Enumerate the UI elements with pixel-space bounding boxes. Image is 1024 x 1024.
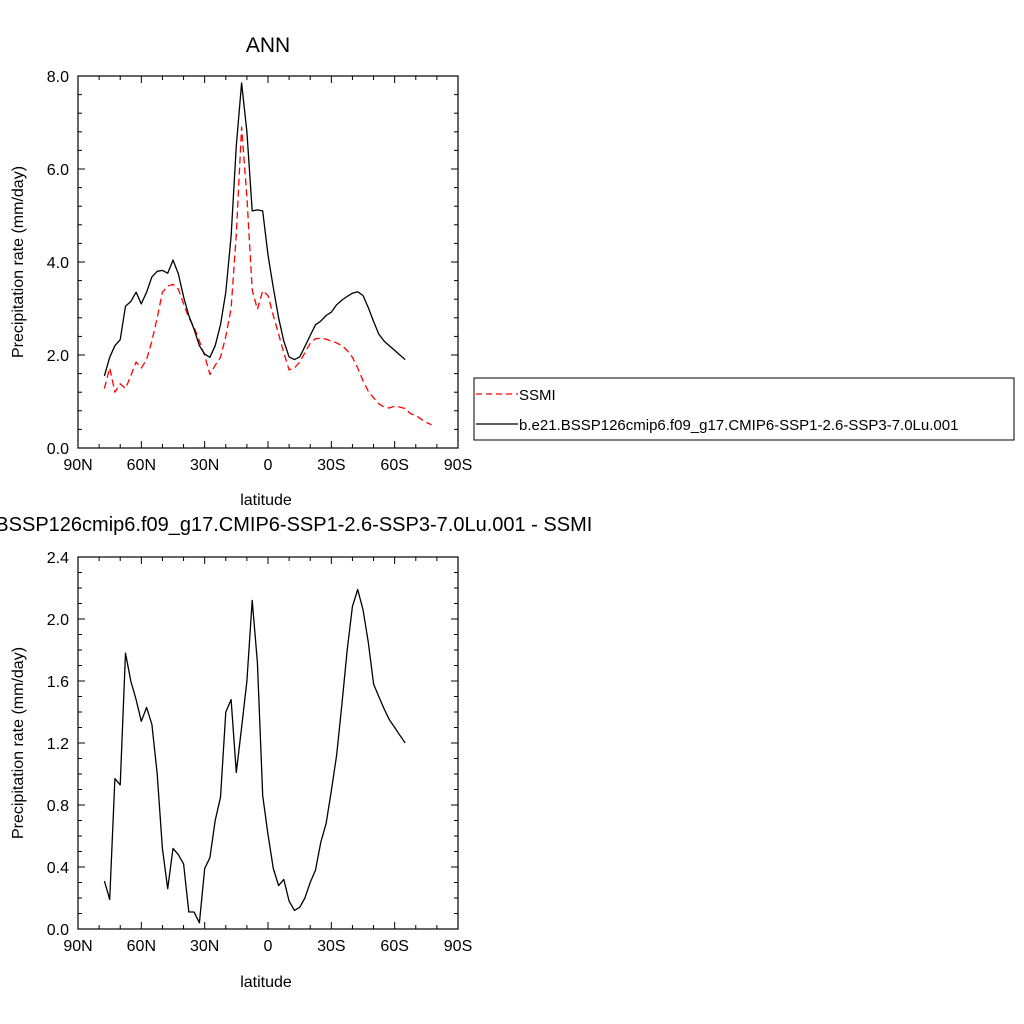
legend: SSMI b.e21.BSSP126cmip6.f09_g17.CMIP6-SS… [473, 377, 1015, 441]
top-ytick-label: 6.0 [47, 162, 69, 179]
top-plot-area: 90N 60N 30N 0 30S 60S 90S 0.0 2.0 4.0 6.0 8.0 [47, 69, 472, 474]
bottom-series-line-0 [103, 588, 406, 924]
bottom-xtick-label: 60N [127, 938, 156, 955]
top-ytick-label: 0.0 [47, 441, 69, 458]
top-ytick-label: 2.0 [47, 348, 69, 365]
bottom-ytick-label: 0.8 [47, 798, 69, 815]
top-xtick-label: 60N [127, 457, 156, 474]
bottom-xtick-label: 90S [444, 938, 472, 955]
top-xtick-label: 30N [190, 457, 219, 474]
top-xtick-label: 0 [264, 457, 273, 474]
top-xtick-label: 90N [63, 457, 92, 474]
top-ytick-label: 8.0 [47, 69, 69, 86]
bottom-ylabel: Precipitation rate (mm/day) [10, 647, 27, 839]
bottom-xtick-label: 30N [190, 938, 219, 955]
bottom-frame [77, 556, 459, 930]
bottom-ytick-label: 1.6 [47, 674, 69, 691]
bottom-xtick-label: 90N [63, 938, 92, 955]
top-series-line-1 [103, 82, 406, 377]
bottom-xlabel: latitude [240, 974, 292, 991]
bottom-ytick-label: 0.0 [47, 922, 69, 939]
legend-box [473, 377, 1015, 441]
bottom-title: b.e21.BSSP126cmip6.f09_g17.CMIP6-SSP1-2.… [0, 514, 592, 536]
top-xtick-label: 90S [444, 457, 472, 474]
bottom-ytick-label: 2.0 [47, 612, 69, 629]
bottom-ytick-label: 2.4 [47, 550, 69, 567]
bottom-xtick-label: 60S [380, 938, 408, 955]
bottom-plot-area: 90N 60N 30N 0 30S 60S 90S 0.0 0.4 0.8 1.2 1.6 2.0 2.4 [47, 550, 472, 955]
bottom-ytick-label: 1.2 [47, 736, 69, 753]
top-ytick-label: 4.0 [47, 255, 69, 272]
legend-label-model: b.e21.BSSP126cmip6.f09_g17.CMIP6-SSP1-2.… [519, 417, 958, 434]
bottom-xtick-label: 0 [264, 938, 273, 955]
top-title: ANN [246, 34, 290, 57]
panel-top: ANN 90N 60N 30N 0 30S 60S 90S 0.0 2.0 4.0 6.0 8.0 l… [10, 34, 472, 509]
top-frame [77, 75, 459, 449]
top-xtick-label: 30S [317, 457, 345, 474]
top-series-line-0 [103, 126, 432, 426]
legend-label-ssmi: SSMI [519, 387, 556, 404]
panel-bottom: b.e21.BSSP126cmip6.f09_g17.CMIP6-SSP1-2.… [0, 514, 592, 991]
bottom-ytick-label: 0.4 [47, 860, 69, 877]
bottom-xtick-label: 30S [317, 938, 345, 955]
top-xlabel: latitude [240, 492, 292, 509]
top-xtick-label: 60S [380, 457, 408, 474]
top-ylabel: Precipitation rate (mm/day) [10, 166, 27, 358]
